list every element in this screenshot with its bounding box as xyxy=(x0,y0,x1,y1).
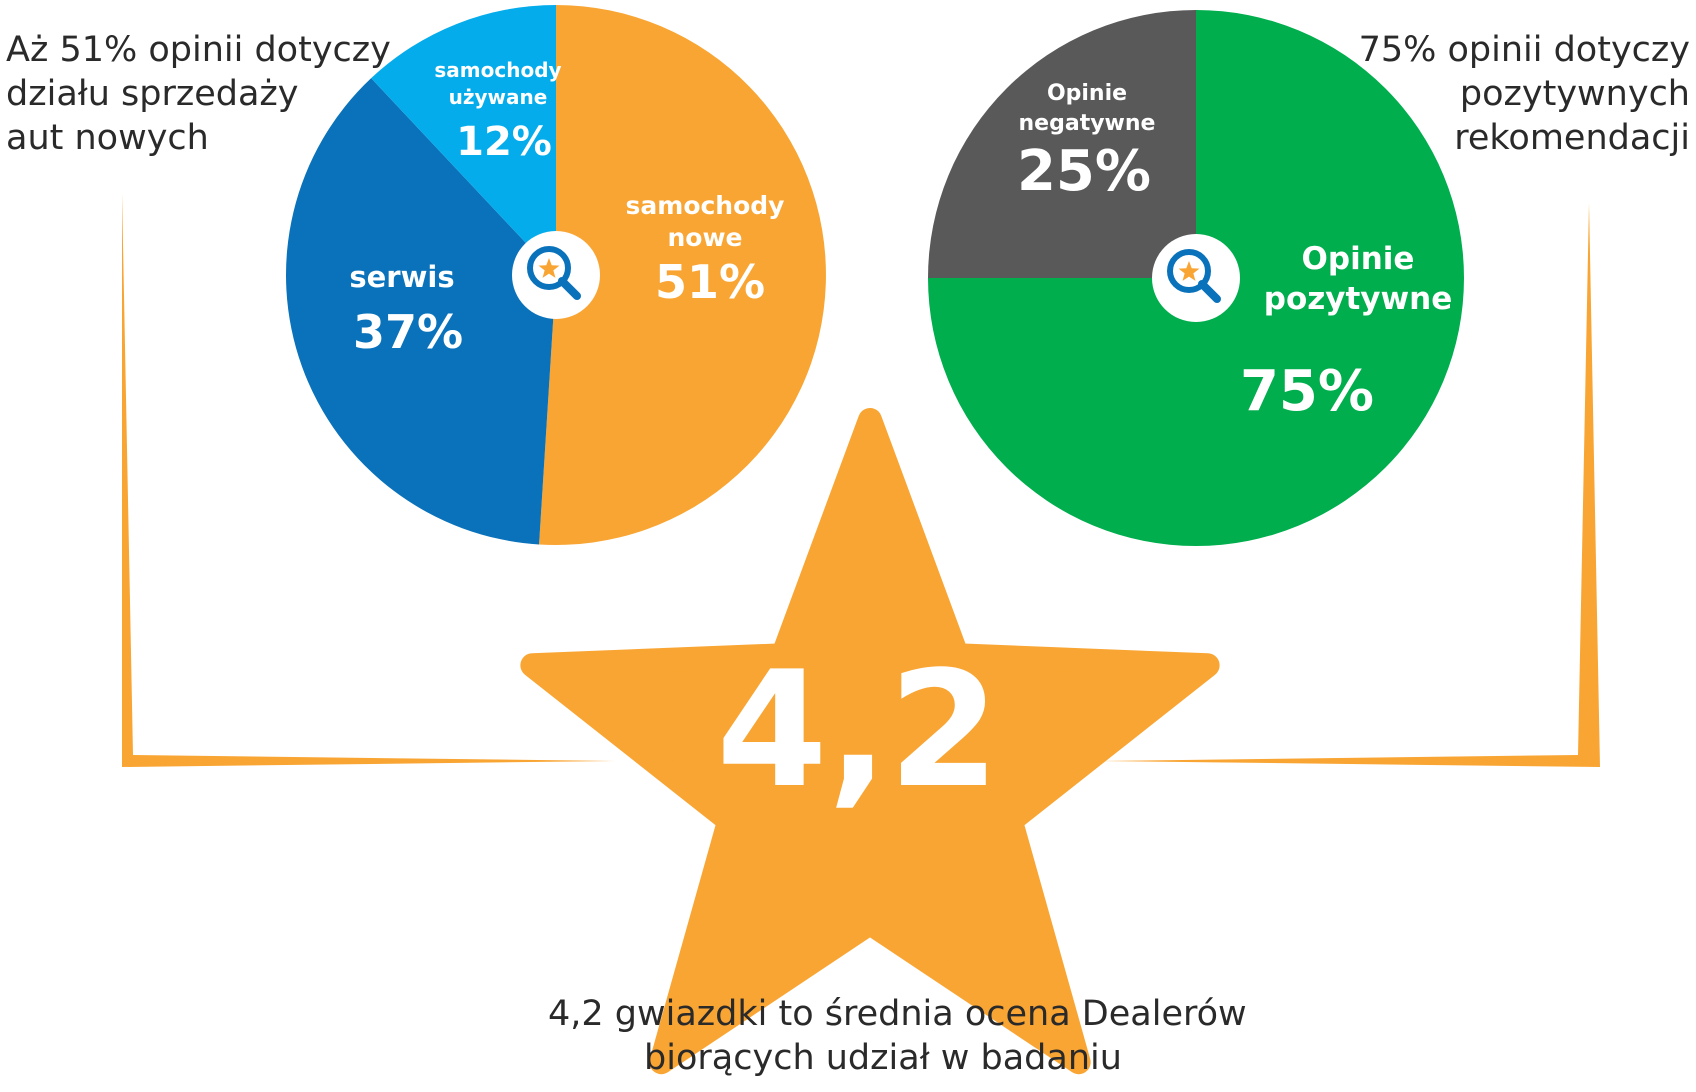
caption-line: aut nowych xyxy=(6,118,209,158)
slice-name-label: serwis xyxy=(349,260,454,294)
slice-name-label: samochody używane xyxy=(434,58,561,109)
pie-slice-samochody-nowe xyxy=(539,5,826,546)
star-rating-value: 4,2 xyxy=(716,636,999,823)
star-icon xyxy=(520,408,1220,1075)
caption-positive-share: 75% opinii dotyczy pozytywnych rekomenda… xyxy=(1359,28,1690,160)
slice-name-label: Opinie negatywne xyxy=(1019,81,1156,136)
caption-sales-share: Aż 51% opinii dotyczy działu sprzedaży a… xyxy=(6,28,391,160)
caption-line: pozytywnych xyxy=(1459,74,1690,114)
magnifier-star-icon xyxy=(1152,234,1240,322)
caption-line: 4,2 gwiazdki to średnia ocena Dealerów xyxy=(548,994,1247,1034)
rating-star: 4,2 xyxy=(520,408,1220,1075)
slice-value-label: 75% xyxy=(1240,359,1374,424)
caption-line: 75% opinii dotyczy xyxy=(1358,30,1690,70)
slice-value-label: 12% xyxy=(456,119,552,165)
caption-line: działu sprzedaży xyxy=(6,74,299,114)
magnifier-star-icon xyxy=(512,231,600,319)
slice-value-label: 37% xyxy=(353,305,463,359)
slice-value-label: 25% xyxy=(1017,139,1151,204)
caption-line: Aż 51% opinii dotyczy xyxy=(6,30,391,70)
caption-line: rekomendacji xyxy=(1454,118,1690,158)
slice-name-label: Opinie pozytywne xyxy=(1264,241,1453,317)
caption-average-rating: 4,2 gwiazdki to średnia ocena Dealerów b… xyxy=(548,992,1247,1080)
slice-name-label: samochody nowe xyxy=(626,191,785,252)
slice-value-label: 51% xyxy=(655,255,765,309)
caption-line: biorących udział w badaniu xyxy=(644,1038,1122,1078)
pie-slice-serwis xyxy=(285,78,556,545)
pie-slice-samochody-u-ywane xyxy=(371,5,556,275)
pie-slice-opinie-negatywne xyxy=(928,10,1196,278)
